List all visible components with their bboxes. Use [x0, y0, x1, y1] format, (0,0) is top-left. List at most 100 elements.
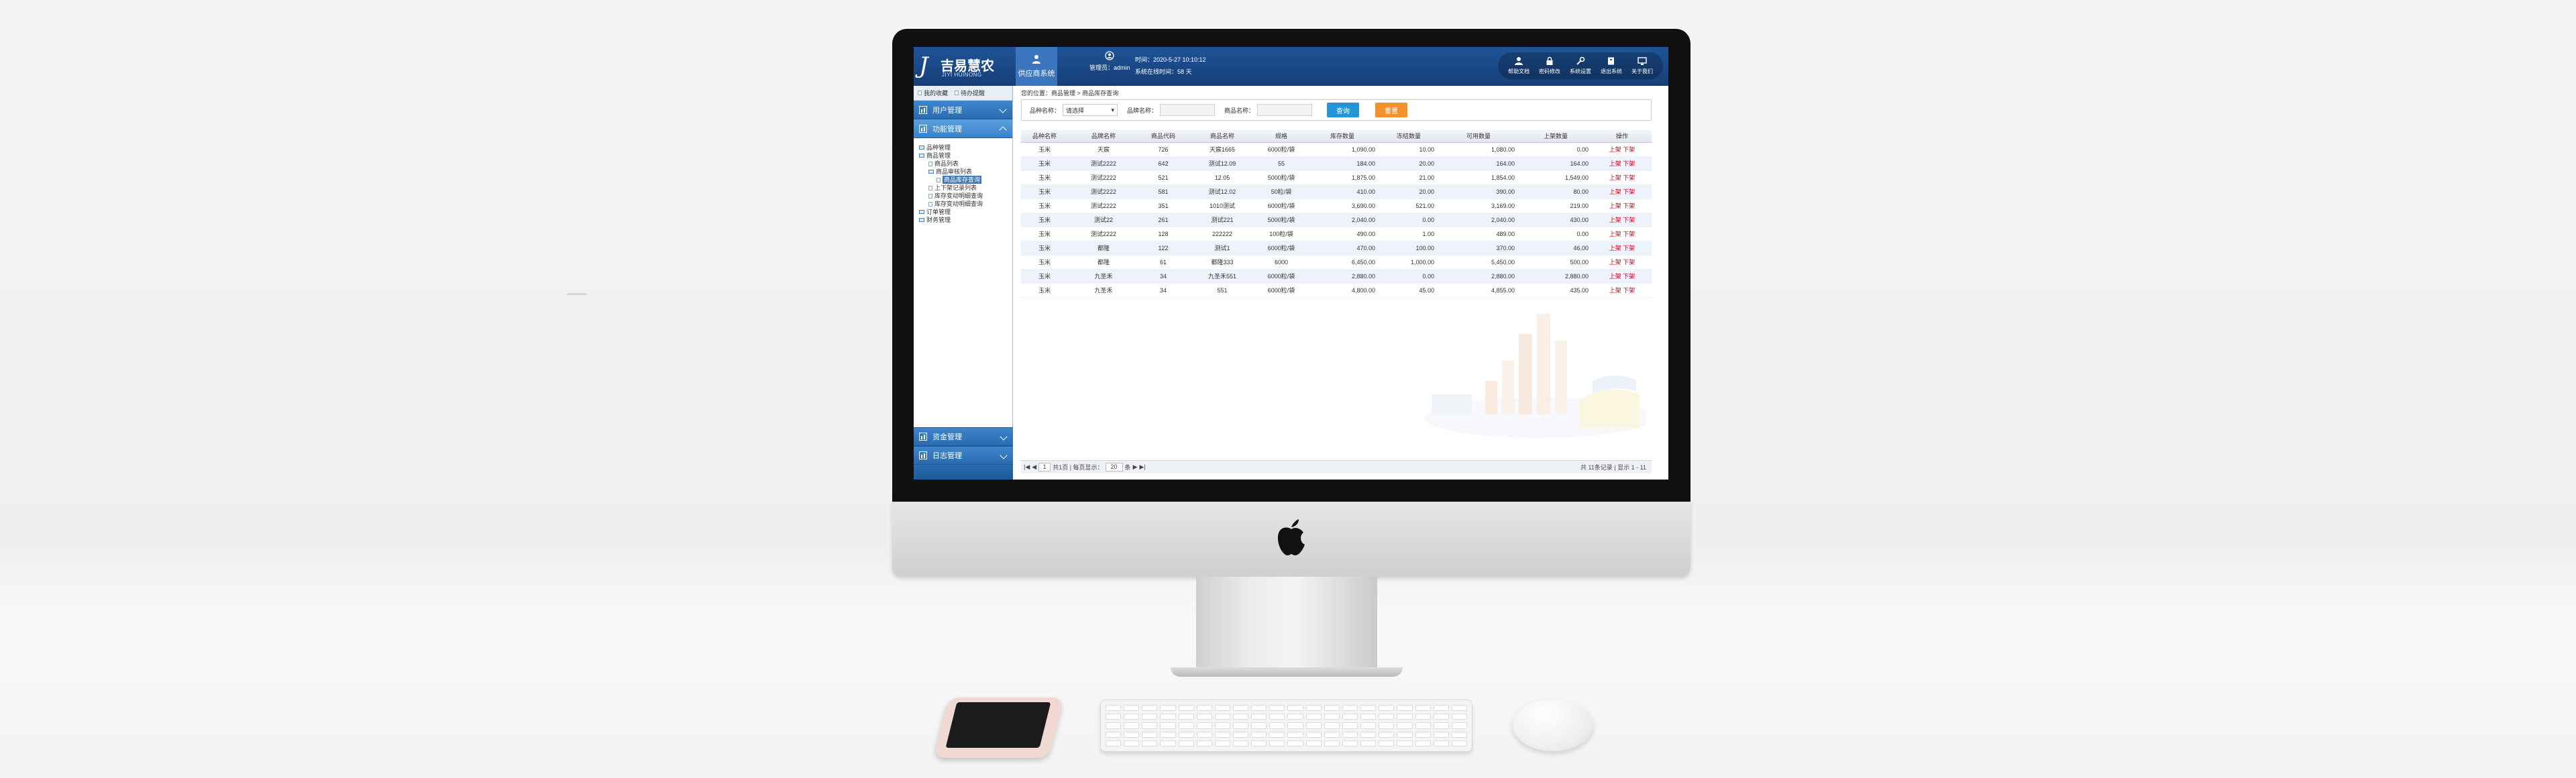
row-actions: 上架 下架: [1593, 227, 1652, 241]
menu-function-management[interactable]: 功能管理: [914, 119, 1012, 138]
query-button[interactable]: 查询: [1327, 103, 1360, 117]
brand-label: 品牌名称：: [1127, 107, 1158, 114]
keyboard-key: [1233, 740, 1249, 746]
shelf-action-link[interactable]: 上架 下架: [1609, 217, 1635, 223]
shelf-action-link[interactable]: 上架 下架: [1609, 231, 1635, 237]
row-actions: 上架 下架: [1593, 156, 1652, 171]
keyboard-key: [1251, 714, 1267, 720]
table-cell: 6000粒/袋: [1257, 269, 1305, 284]
shelf-action-link[interactable]: 上架 下架: [1609, 203, 1635, 209]
table-cell: 20.00: [1379, 184, 1438, 199]
table-cell: 5000粒/袋: [1257, 170, 1305, 185]
menu-user-management[interactable]: 用户管理: [914, 101, 1012, 119]
role-tab-supplier[interactable]: 供应商系统: [1016, 47, 1057, 86]
row-actions: 上架 下架: [1593, 241, 1652, 256]
table-cell: 5,450.00: [1438, 255, 1519, 270]
main-content: 您的位置：商品管理 > 商品库存查询 品种名称： 请选择 ▾ 品牌名称： 商品名…: [1013, 86, 1668, 480]
file-icon: [936, 177, 941, 182]
keyboard-key: [1233, 731, 1249, 738]
keyboard-key: [1196, 714, 1212, 720]
shelf-action-link[interactable]: 上架 下架: [1609, 259, 1635, 266]
table-cell: 1,080.00: [1438, 142, 1519, 157]
keyboard-key: [1397, 731, 1413, 738]
user-circle-icon: [1105, 51, 1114, 60]
table-cell: 测试2222: [1068, 227, 1139, 241]
table-cell: 1,549.00: [1519, 170, 1593, 185]
chart-icon: [919, 451, 927, 459]
sidebar-bottom-menu: 资金管理 日志管理: [914, 427, 1013, 480]
keyboard-key: [1269, 714, 1285, 720]
shelf-action-link[interactable]: 上架 下架: [1609, 174, 1635, 181]
keyboard-key: [1287, 731, 1303, 738]
tool-password-label: 密码修改: [1539, 68, 1560, 74]
product-input[interactable]: [1257, 104, 1313, 116]
variety-select[interactable]: 请选择 ▾: [1063, 104, 1118, 116]
shelf-action-link[interactable]: 上架 下架: [1609, 188, 1635, 195]
tree-item-product-list[interactable]: 商品列表: [919, 160, 1012, 168]
tree-item-stock-query[interactable]: 商品库存查询: [919, 176, 1012, 184]
chart-icon: [919, 124, 927, 133]
column-header: 库存数量: [1305, 130, 1379, 143]
tool-exit[interactable]: 退出系统: [1597, 56, 1625, 75]
quick-link-todo[interactable]: 待办提醒: [955, 89, 985, 97]
folder-icon: [919, 146, 924, 150]
shelf-action-link[interactable]: 上架 下架: [1609, 160, 1635, 167]
keyboard-key: [1324, 740, 1340, 746]
keyboard-key: [1360, 705, 1377, 712]
keyboard-key: [1251, 731, 1267, 738]
table-cell: 46.00: [1519, 241, 1593, 256]
tree-item-product[interactable]: 商品管理: [919, 152, 1012, 160]
decorative-bar-chart-image: [1425, 314, 1646, 438]
shelf-action-link[interactable]: 上架 下架: [1609, 273, 1635, 280]
last-page-icon[interactable]: ▶|: [1139, 463, 1146, 470]
list-icon: [955, 91, 959, 95]
tree-item-variety[interactable]: 品种管理: [919, 144, 1012, 152]
tree-item-product-audit[interactable]: 商品审核列表: [919, 168, 1012, 176]
table-cell: 都隆333: [1187, 255, 1257, 270]
brand-input[interactable]: [1160, 104, 1216, 116]
tree-item-shelf-records[interactable]: 上下架记录列表: [919, 184, 1012, 192]
tree-item-stock-change-2[interactable]: 库存变动明细查询: [919, 200, 1012, 208]
shelf-action-link[interactable]: 上架 下架: [1609, 245, 1635, 252]
tool-settings[interactable]: 系统设置: [1566, 56, 1595, 75]
tool-help[interactable]: 帮助文档: [1505, 56, 1533, 75]
keyboard-key: [1451, 722, 1467, 729]
keyboard-key: [1160, 731, 1176, 738]
shelf-action-link[interactable]: 上架 下架: [1609, 146, 1635, 153]
page-size-select[interactable]: 20: [1105, 463, 1123, 471]
tree-item-stock-change[interactable]: 库存变动明细查询: [919, 192, 1012, 200]
first-page-icon[interactable]: |◀: [1024, 463, 1030, 470]
keyboard-key: [1397, 740, 1413, 746]
tree-item-orders[interactable]: 订单管理: [919, 208, 1012, 216]
current-time: 时间：2020-5-27 10:10:12: [1135, 56, 1206, 63]
prev-page-icon[interactable]: ◀: [1032, 463, 1037, 470]
reset-button[interactable]: 重置: [1375, 103, 1408, 117]
tool-password[interactable]: 密码修改: [1536, 56, 1564, 75]
table-cell: 2,040.00: [1438, 213, 1519, 227]
quick-link-favorites[interactable]: 我的收藏: [918, 89, 948, 97]
table-cell: 12.05: [1187, 170, 1257, 185]
page-number-input[interactable]: 1: [1038, 463, 1051, 471]
shelf-action-link[interactable]: 上架 下架: [1609, 287, 1635, 294]
pagination-bar: |◀ ◀ 1 共1页 | 每页显示： 20 条 ▶ ▶| 共 11条记录 | 显…: [1021, 460, 1652, 474]
table-cell: 100粒/袋: [1257, 227, 1305, 241]
menu-label: 资金管理: [932, 433, 962, 441]
table-cell: 4,855.00: [1438, 283, 1519, 298]
table-cell: 1,000.00: [1379, 255, 1438, 270]
logo-subtitle: JIYI HUINONG: [942, 72, 982, 78]
table-cell: 0.00: [1519, 227, 1593, 241]
menu-log-management[interactable]: 日志管理: [914, 446, 1013, 465]
table-body: 玉米 天宸 726 天宸1665 6000粒/袋 1,090.00 10.00 1,080.0…: [1021, 142, 1652, 298]
tool-about[interactable]: 关于我们: [1628, 56, 1656, 75]
table-cell: 玉米: [1021, 241, 1068, 256]
keyboard-key: [1305, 722, 1322, 729]
table-cell: 九圣禾: [1068, 283, 1139, 298]
tree-item-finance[interactable]: 财务管理: [919, 216, 1012, 224]
table-cell: 410.00: [1305, 184, 1379, 199]
row-actions: 上架 下架: [1593, 170, 1652, 185]
keyboard-key: [1305, 714, 1322, 720]
next-page-icon[interactable]: ▶: [1132, 463, 1138, 470]
table-cell: 351: [1139, 199, 1187, 213]
filter-bar: 品种名称： 请选择 ▾ 品牌名称： 商品名称： 查询 重置: [1021, 99, 1652, 121]
menu-funds-management[interactable]: 资金管理: [914, 427, 1013, 446]
